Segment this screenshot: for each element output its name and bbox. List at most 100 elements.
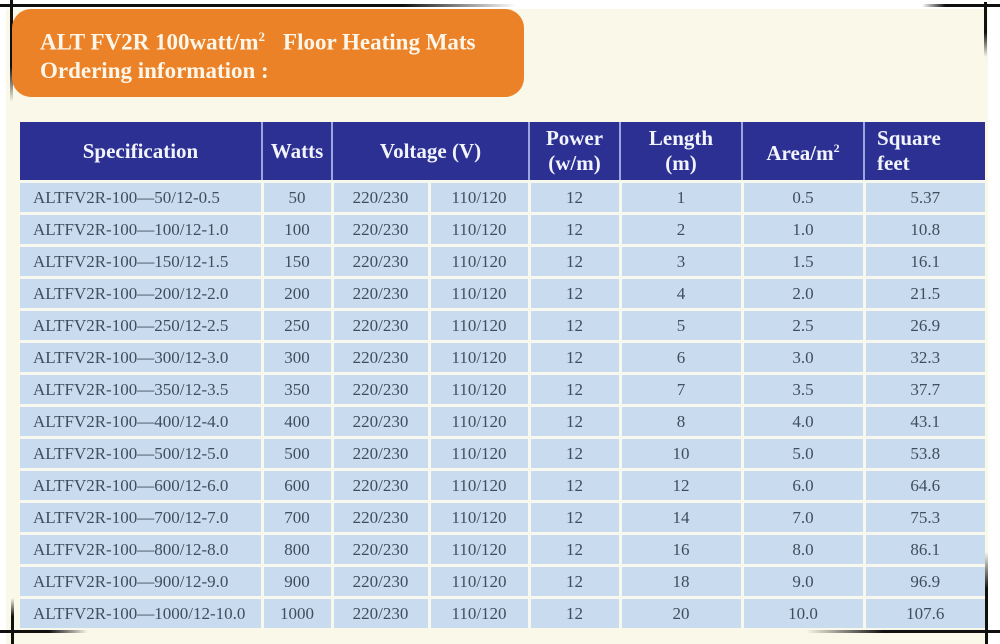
voltage-220-cell: 220/230 [330,532,431,567]
length-cell: 3 [618,244,744,279]
area-cell: 4.0 [740,404,866,439]
voltage-220-cell: 220/230 [330,436,431,471]
voltage-110-cell: 110/120 [427,340,531,375]
voltage-220-cell: 220/230 [330,212,431,247]
crop-mark-bottom-right-horizontal [806,630,1000,633]
area-cell: 3.0 [740,340,866,375]
power-cell: 12 [527,596,622,628]
length-cell: 1 [618,181,744,215]
column-header-area: Area/m2 [741,122,865,183]
voltage-220-cell: 220/230 [330,564,431,599]
voltage-110-cell: 110/120 [427,276,531,311]
crop-mark-bottom-left-vertical [11,598,14,644]
square-feet-cell: 43.1 [862,404,986,439]
watts-cell: 50 [260,181,334,215]
spec-cell: ALTFV2R-100—100/12-1.0 [20,212,264,247]
spec-cell: ALTFV2R-100—1000/12-10.0 [20,596,264,628]
square-feet-cell: 107.6 [862,596,986,628]
voltage-110-cell: 110/120 [427,212,531,247]
crop-mark-top-right-horizontal [922,4,1000,7]
length-cell: 20 [618,596,744,628]
square-feet-cell: 86.1 [862,532,986,567]
square-feet-cell: 16.1 [862,244,986,279]
table-row: ALTFV2R-100—50/12-0.5 50 220/230 110/120… [20,181,986,215]
voltage-110-cell: 110/120 [427,564,531,599]
square-feet-cell: 5.37 [862,181,986,215]
spec-cell: ALTFV2R-100—700/12-7.0 [20,500,264,535]
voltage-220-cell: 220/230 [330,500,431,535]
power-cell: 12 [527,340,622,375]
length-cell: 18 [618,564,744,599]
table-row: ALTFV2R-100—150/12-1.5 150 220/230 110/1… [20,244,986,279]
square-feet-cell: 37.7 [862,372,986,407]
column-header-length: Length (m) [619,122,743,183]
superscript-2: 2 [833,141,840,155]
table-row: ALTFV2R-100—800/12-8.0 800 220/230 110/1… [20,532,986,567]
watts-cell: 150 [260,244,334,279]
table-row: ALTFV2R-100—200/12-2.0 200 220/230 110/1… [20,276,986,311]
watts-cell: 350 [260,372,334,407]
ordering-information-table: Specification Watts Voltage (V) Power (w/… [20,122,986,628]
spec-cell: ALTFV2R-100—200/12-2.0 [20,276,264,311]
area-cell: 3.5 [740,372,866,407]
watts-cell: 100 [260,212,334,247]
voltage-110-cell: 110/120 [427,372,531,407]
power-cell: 12 [527,404,622,439]
watts-cell: 250 [260,308,334,343]
length-cell: 5 [618,308,744,343]
power-cell: 12 [527,244,622,279]
power-cell: 12 [527,181,622,215]
table-header: Specification Watts Voltage (V) Power (w/… [20,122,986,183]
voltage-110-cell: 110/120 [427,244,531,279]
spec-cell: ALTFV2R-100—500/12-5.0 [20,436,264,471]
banner-title-line1: ALT FV2R 100watt/m2 Floor Heating Mats [40,29,476,55]
voltage-220-cell: 220/230 [330,372,431,407]
title-banner: ALT FV2R 100watt/m2 Floor Heating Mats Or… [12,9,524,97]
square-feet-cell: 26.9 [862,308,986,343]
table-row: ALTFV2R-100—700/12-7.0 700 220/230 110/1… [20,500,986,535]
watts-cell: 200 [260,276,334,311]
voltage-220-cell: 220/230 [330,596,431,628]
crop-mark-top-left-vertical [10,0,13,102]
spec-cell: ALTFV2R-100—250/12-2.5 [20,308,264,343]
column-header-watts: Watts [261,122,332,183]
length-cell: 14 [618,500,744,535]
banner-title-line2: Ordering information : [40,57,269,83]
crop-mark-top-right-vertical [984,2,987,57]
spec-cell: ALTFV2R-100—800/12-8.0 [20,532,264,567]
watts-cell: 400 [260,404,334,439]
column-header-specification: Specification [20,122,262,183]
table-row: ALTFV2R-100—250/12-2.5 250 220/230 110/1… [20,308,986,343]
length-cell: 2 [618,212,744,247]
square-feet-cell: 53.8 [862,436,986,471]
watts-cell: 600 [260,468,334,503]
spec-cell: ALTFV2R-100—900/12-9.0 [20,564,264,599]
area-cell: 2.5 [740,308,866,343]
square-feet-cell: 32.3 [862,340,986,375]
power-cell: 12 [527,372,622,407]
spec-cell: ALTFV2R-100—300/12-3.0 [20,340,264,375]
power-cell: 12 [527,276,622,311]
power-cell: 12 [527,308,622,343]
column-header-square-feet: Square feet [863,122,986,183]
area-cell: 6.0 [740,468,866,503]
voltage-220-cell: 220/230 [330,244,431,279]
power-cell: 12 [527,468,622,503]
area-cell: 0.5 [740,181,866,215]
area-cell: 8.0 [740,532,866,567]
table-row: ALTFV2R-100—300/12-3.0 300 220/230 110/1… [20,340,986,375]
table-row: ALTFV2R-100—600/12-6.0 600 220/230 110/1… [20,468,986,503]
spec-cell: ALTFV2R-100—600/12-6.0 [20,468,264,503]
area-cell: 10.0 [740,596,866,628]
spec-cell: ALTFV2R-100—50/12-0.5 [20,181,264,215]
power-cell: 12 [527,532,622,567]
table-row: ALTFV2R-100—400/12-4.0 400 220/230 110/1… [20,404,986,439]
area-cell: 2.0 [740,276,866,311]
length-cell: 7 [618,372,744,407]
column-header-voltage: Voltage (V) [330,122,530,183]
power-cell: 12 [527,212,622,247]
voltage-110-cell: 110/120 [427,500,531,535]
watts-cell: 1000 [260,596,334,628]
spec-cell: ALTFV2R-100—350/12-3.5 [20,372,264,407]
crop-mark-top-left-horizontal [0,4,516,7]
